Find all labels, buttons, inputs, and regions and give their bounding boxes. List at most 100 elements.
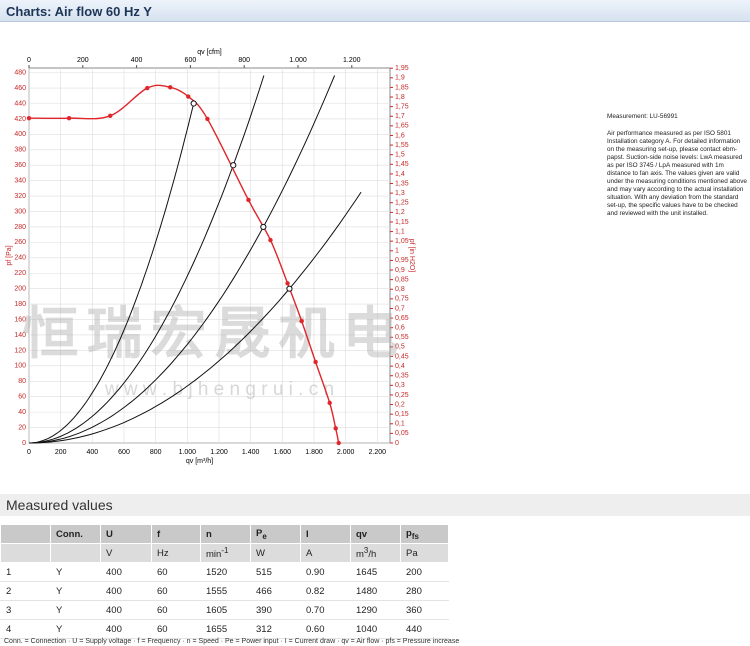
section-title: Measured values xyxy=(0,494,750,516)
header-cell: n xyxy=(200,524,251,544)
y-tick-label: 460 xyxy=(14,85,26,92)
y-tick-label: 60 xyxy=(18,394,26,401)
operating-point xyxy=(260,223,267,231)
page-header: Charts: Air flow 60 Hz Y xyxy=(0,0,750,22)
table-cell: 4 xyxy=(0,619,51,639)
y2-tick-label: 0,05 xyxy=(395,430,409,437)
y-tick-label: 260 xyxy=(14,239,26,246)
header-cell xyxy=(0,524,51,544)
table-cell: 312 xyxy=(250,619,301,639)
y2-tick-label: 1,8 xyxy=(395,94,405,101)
cell-part: P xyxy=(256,527,263,539)
table-cell: 3 xyxy=(0,600,51,620)
y2-tick-label: 0,7 xyxy=(395,305,405,312)
y-tick-label: 220 xyxy=(14,270,26,277)
y-tick-label: 440 xyxy=(14,100,26,107)
table-cell: 466 xyxy=(250,581,301,601)
header-cell: pfs xyxy=(400,524,449,544)
unit-cell: Pa xyxy=(400,543,449,563)
table-cell: 360 xyxy=(400,600,449,620)
x2-tick-label: 1.200 xyxy=(343,57,361,64)
x-tick-label: 0 xyxy=(27,449,31,456)
y-tick-label: 240 xyxy=(14,255,26,262)
x-tick-label: 400 xyxy=(86,449,98,456)
y2-tick-label: 0 xyxy=(395,440,399,447)
header-cell: Pe xyxy=(250,524,301,544)
x2-tick-label: 800 xyxy=(238,57,250,64)
y-tick-label: 320 xyxy=(14,193,26,200)
plot-area xyxy=(28,67,391,444)
y2-tick-label: 1,95 xyxy=(395,65,409,72)
y2-tick-label: 1,35 xyxy=(395,180,409,187)
unit-cell: m3/h xyxy=(350,543,401,563)
table-cell: 0.70 xyxy=(300,600,351,620)
header-cell: U xyxy=(100,524,152,544)
table-cell: 515 xyxy=(250,562,301,582)
system-curve xyxy=(28,104,194,444)
y-tick-label: 200 xyxy=(14,286,26,293)
y-tick-label: 400 xyxy=(14,131,26,138)
x-tick-label: 200 xyxy=(55,449,67,456)
x-tick-label: 1.400 xyxy=(242,449,260,456)
table-cell: 440 xyxy=(400,619,449,639)
data-point xyxy=(327,400,332,406)
y-tick-label: 340 xyxy=(14,177,26,184)
y-tick-label: 0 xyxy=(22,440,26,447)
unit-cell: Hz xyxy=(151,543,201,563)
chart: 0204060801001201401601802002202402602803… xyxy=(6,49,415,465)
x2-tick-label: 200 xyxy=(77,57,89,64)
y2-tick-label: 1,5 xyxy=(395,152,405,159)
y2-tick-label: 0,25 xyxy=(395,392,409,399)
x-tick-label: 1.800 xyxy=(305,449,323,456)
data-point xyxy=(26,115,32,121)
y2-tick-label: 0,1 xyxy=(395,421,405,428)
y2-tick-label: 1,2 xyxy=(395,209,405,216)
y2-tick-label: 1,6 xyxy=(395,132,405,139)
cell-part: p xyxy=(406,527,412,539)
y-tick-label: 160 xyxy=(14,316,26,323)
y2-tick-label: 1,85 xyxy=(395,84,409,91)
x2-tick-label: 400 xyxy=(131,57,143,64)
table-cell: 60 xyxy=(151,581,201,601)
header-cell: qv xyxy=(350,524,401,544)
x-tick-label: 1.600 xyxy=(274,449,292,456)
watermark-url: w w w . b j h e n g r u i . c n xyxy=(104,379,334,400)
y2-tick-label: 1,7 xyxy=(395,113,405,120)
y2-tick-label: 1,45 xyxy=(395,161,409,168)
table-cell: 200 xyxy=(400,562,449,582)
data-point xyxy=(313,359,318,365)
x-tick-label: 1.200 xyxy=(210,449,228,456)
table-cell: 1645 xyxy=(350,562,401,582)
x2-tick-label: 0 xyxy=(27,57,31,64)
system-curve xyxy=(28,191,362,444)
unit-cell: min-1 xyxy=(200,543,251,563)
operating-point xyxy=(230,162,237,169)
unit-cell: V xyxy=(100,543,152,563)
data-point xyxy=(299,318,304,324)
x2-axis-label: qv [cfm] xyxy=(197,49,222,56)
x2-tick-label: 1.000 xyxy=(289,57,307,64)
y2-tick-label: 0,9 xyxy=(395,267,405,274)
cell-part: fs xyxy=(411,531,419,541)
data-row: 3 Y 400 60 1605 390 0.70 1290 360 xyxy=(0,600,449,620)
y-tick-label: 300 xyxy=(14,208,26,215)
header-cell: f xyxy=(151,524,201,544)
x-tick-label: 2.200 xyxy=(369,449,387,456)
cell-part: m xyxy=(356,549,364,561)
table-cell: 1290 xyxy=(350,600,401,620)
data-point xyxy=(205,116,210,122)
y-tick-label: 100 xyxy=(14,363,26,370)
y-tick-label: 420 xyxy=(14,116,26,123)
y-tick-label: 360 xyxy=(14,162,26,169)
data-row: 2 Y 400 60 1555 466 0.82 1480 280 xyxy=(0,581,449,601)
x-tick-label: 1.000 xyxy=(179,449,197,456)
note-text: Air performance measured as per ISO 5801… xyxy=(607,130,747,217)
x-axis-label: qv [m³/h] xyxy=(186,458,213,465)
measurement-id: Measurement: LU-56991 xyxy=(607,113,678,120)
y2-tick-label: 0,75 xyxy=(395,296,409,303)
table-cell: Y xyxy=(50,562,101,582)
data-point xyxy=(268,237,273,243)
y2-tick-label: 0,8 xyxy=(395,286,405,293)
data-point xyxy=(66,115,72,121)
